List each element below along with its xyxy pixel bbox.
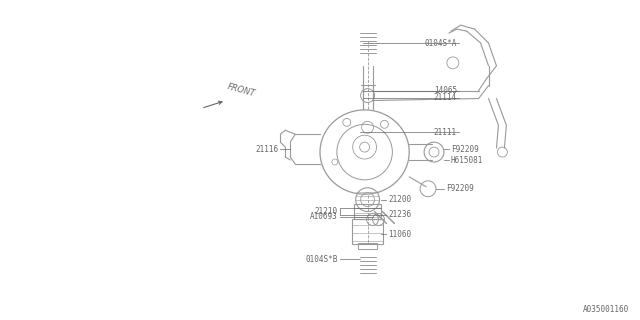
Text: H615081: H615081 bbox=[451, 156, 483, 164]
Text: 0104S*B: 0104S*B bbox=[305, 255, 338, 264]
Bar bbox=[352, 220, 383, 244]
Text: 21114: 21114 bbox=[434, 93, 457, 102]
Text: F92209: F92209 bbox=[446, 184, 474, 193]
Text: 0104S*A: 0104S*A bbox=[424, 38, 457, 48]
Text: 21236: 21236 bbox=[388, 210, 412, 219]
Text: A10693: A10693 bbox=[310, 212, 338, 221]
Text: 21210: 21210 bbox=[315, 207, 338, 216]
Text: A035001160: A035001160 bbox=[583, 305, 629, 314]
Bar bbox=[358, 243, 378, 249]
Text: 14065: 14065 bbox=[434, 86, 457, 95]
Text: 11060: 11060 bbox=[388, 230, 412, 239]
Bar bbox=[354, 204, 381, 220]
Text: FRONT: FRONT bbox=[226, 83, 256, 99]
Text: F92209: F92209 bbox=[451, 145, 479, 154]
Text: 21111: 21111 bbox=[434, 128, 457, 137]
Text: 21200: 21200 bbox=[388, 195, 412, 204]
Text: 21116: 21116 bbox=[255, 145, 278, 154]
